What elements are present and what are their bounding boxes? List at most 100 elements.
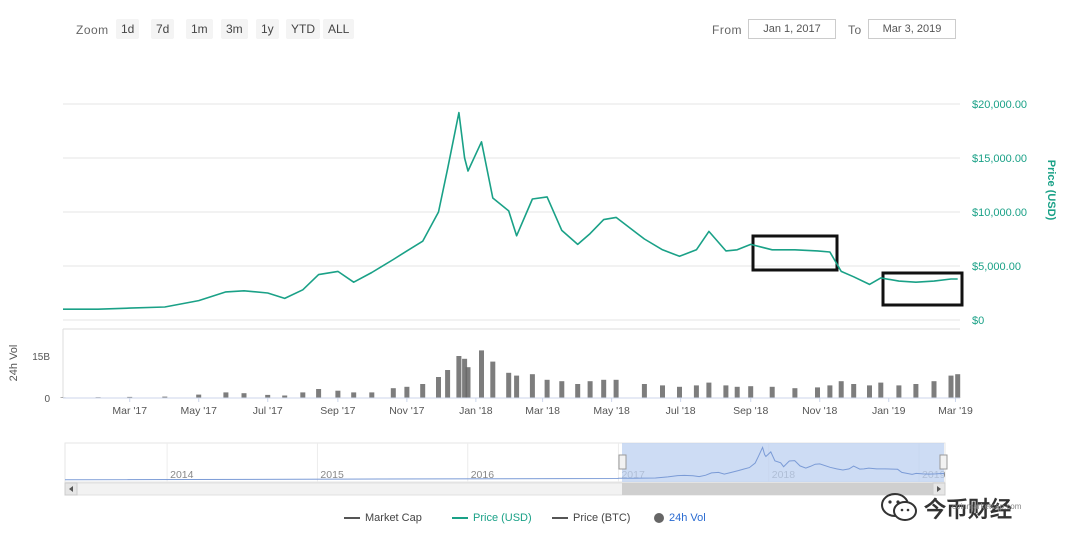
volume-bar xyxy=(241,393,247,398)
volume-bar xyxy=(162,396,168,398)
volume-bar xyxy=(706,382,712,398)
time-tick-label: Nov '18 xyxy=(802,405,837,417)
time-axis: Mar '17 May '17 Jul '17 Sep '17 Nov '17 Jan '… xyxy=(112,398,973,417)
chart-legend: Market Cap Price (USD) Price (BTC) 24h Vol xyxy=(0,508,1080,528)
navigator-left-handle[interactable] xyxy=(618,454,627,470)
time-tick-label: Jul '17 xyxy=(253,405,283,417)
volume-bar xyxy=(601,379,607,398)
volume-bar xyxy=(544,379,550,398)
legend-line-icon xyxy=(344,517,360,519)
volume-bar xyxy=(506,372,512,398)
price-tick-label: $5,000.00 xyxy=(972,261,1021,273)
volume-bar xyxy=(316,389,322,398)
volume-bar xyxy=(587,381,593,398)
price-tick-label: $0 xyxy=(972,315,984,327)
volume-bar xyxy=(223,392,229,398)
zoom-7d-button[interactable]: 7d xyxy=(151,19,175,39)
volume-bar xyxy=(878,382,884,398)
legend-dot-icon xyxy=(654,513,664,523)
zoom-1m-button[interactable]: 1m xyxy=(186,19,213,39)
volume-bar xyxy=(913,384,919,398)
price-usd-series-line xyxy=(63,111,958,310)
volume-bar xyxy=(490,361,496,398)
zoom-1d-button[interactable]: 1d xyxy=(116,19,140,39)
time-tick-label: Sep '18 xyxy=(733,405,768,417)
volume-bar xyxy=(896,385,902,398)
zoom-3m-button[interactable]: 3m xyxy=(221,19,248,39)
navigator-tick-label: 2014 xyxy=(170,469,194,481)
legend-item[interactable]: Price (USD) xyxy=(452,508,532,528)
to-date-input[interactable] xyxy=(868,19,956,39)
from-label: From xyxy=(712,23,742,37)
time-tick-label: Mar '17 xyxy=(112,405,147,417)
volume-bar xyxy=(677,386,682,398)
volume-bar xyxy=(948,375,954,398)
time-tick-label: Jan '18 xyxy=(459,405,493,417)
price-tick-label: $15,000.00 xyxy=(972,153,1027,165)
volume-bar xyxy=(792,388,798,398)
volume-bar xyxy=(390,388,396,398)
zoom-all-button[interactable]: ALL xyxy=(323,19,355,39)
highlight-box-1 xyxy=(751,234,839,272)
volume-bar xyxy=(282,395,288,398)
navigator-tick-label: 2015 xyxy=(320,469,344,481)
legend-line-icon xyxy=(452,517,468,519)
volume-bar xyxy=(734,386,740,398)
navigator[interactable]: 201420152016201720182019 xyxy=(64,442,948,496)
volume-series-bars xyxy=(60,350,961,398)
volume-tick-label: 0 xyxy=(44,394,50,405)
zoom-ytd-button[interactable]: YTD xyxy=(286,19,320,39)
legend-item[interactable]: Market Cap xyxy=(344,508,422,528)
navigator-right-handle[interactable] xyxy=(939,454,948,470)
time-tick-label: May '18 xyxy=(593,405,630,417)
volume-bar xyxy=(955,374,961,398)
highlight-box-2 xyxy=(881,271,964,307)
volume-bar xyxy=(827,385,833,398)
time-tick-label: Nov '17 xyxy=(389,405,424,417)
volume-tick-label: 15B xyxy=(32,352,50,363)
legend-line-icon xyxy=(552,517,568,519)
zoom-1y-button[interactable]: 1y xyxy=(256,19,279,39)
chart-grid xyxy=(63,103,960,321)
volume-bar xyxy=(445,370,451,398)
volume-bar xyxy=(693,385,699,398)
time-tick-label: Mar '18 xyxy=(525,405,560,417)
wechat-logo-icon xyxy=(881,493,917,521)
volume-bar xyxy=(748,386,754,398)
volume-bar xyxy=(456,356,462,398)
legend-label: 24h Vol xyxy=(669,512,706,524)
to-label: To xyxy=(848,23,862,37)
volume-bar xyxy=(641,384,647,398)
price-tick-label: $10,000.00 xyxy=(972,207,1027,219)
legend-item[interactable]: 24h Vol xyxy=(654,508,706,528)
price-chart: $0 $5,000.00 $10,000.00 $15,000.00 $20,000.0… xyxy=(8,99,1057,496)
from-date-input[interactable] xyxy=(748,19,836,39)
volume-bar xyxy=(369,392,375,398)
volume-bar xyxy=(931,381,937,398)
volume-bar xyxy=(462,358,468,398)
volume-bar xyxy=(723,385,729,398)
scroll-left-arrow-icon xyxy=(69,486,73,492)
legend-label: Price (USD) xyxy=(473,512,532,524)
legend-item[interactable]: Price (BTC) xyxy=(552,508,630,528)
chart-toolbar: Zoom 1d 7d 1m 3m 1y YTD ALL From To xyxy=(0,0,1080,60)
volume-bar xyxy=(436,377,441,398)
zoom-label: Zoom xyxy=(76,23,109,37)
volume-bar xyxy=(420,384,426,398)
volume-bar xyxy=(838,381,844,398)
volume-bar xyxy=(196,394,202,398)
volume-axis: 0 15B xyxy=(32,352,50,405)
volume-bar xyxy=(335,390,341,398)
scroll-right-arrow-icon xyxy=(937,486,941,492)
legend-label: Market Cap xyxy=(365,512,422,524)
navigator-series-line xyxy=(64,445,945,481)
volume-bar xyxy=(465,367,471,398)
volume-bar xyxy=(351,392,357,398)
volume-bar xyxy=(613,379,619,398)
watermark: 今币财经 xyxy=(880,488,1012,528)
volume-bar xyxy=(575,384,581,398)
navigator-scrollbar-thumb[interactable] xyxy=(622,483,944,495)
watermark-text: 今币财经 xyxy=(924,498,1013,523)
time-tick-label: Mar '19 xyxy=(938,405,973,417)
price-axis-label: Price (USD) xyxy=(1045,160,1057,221)
